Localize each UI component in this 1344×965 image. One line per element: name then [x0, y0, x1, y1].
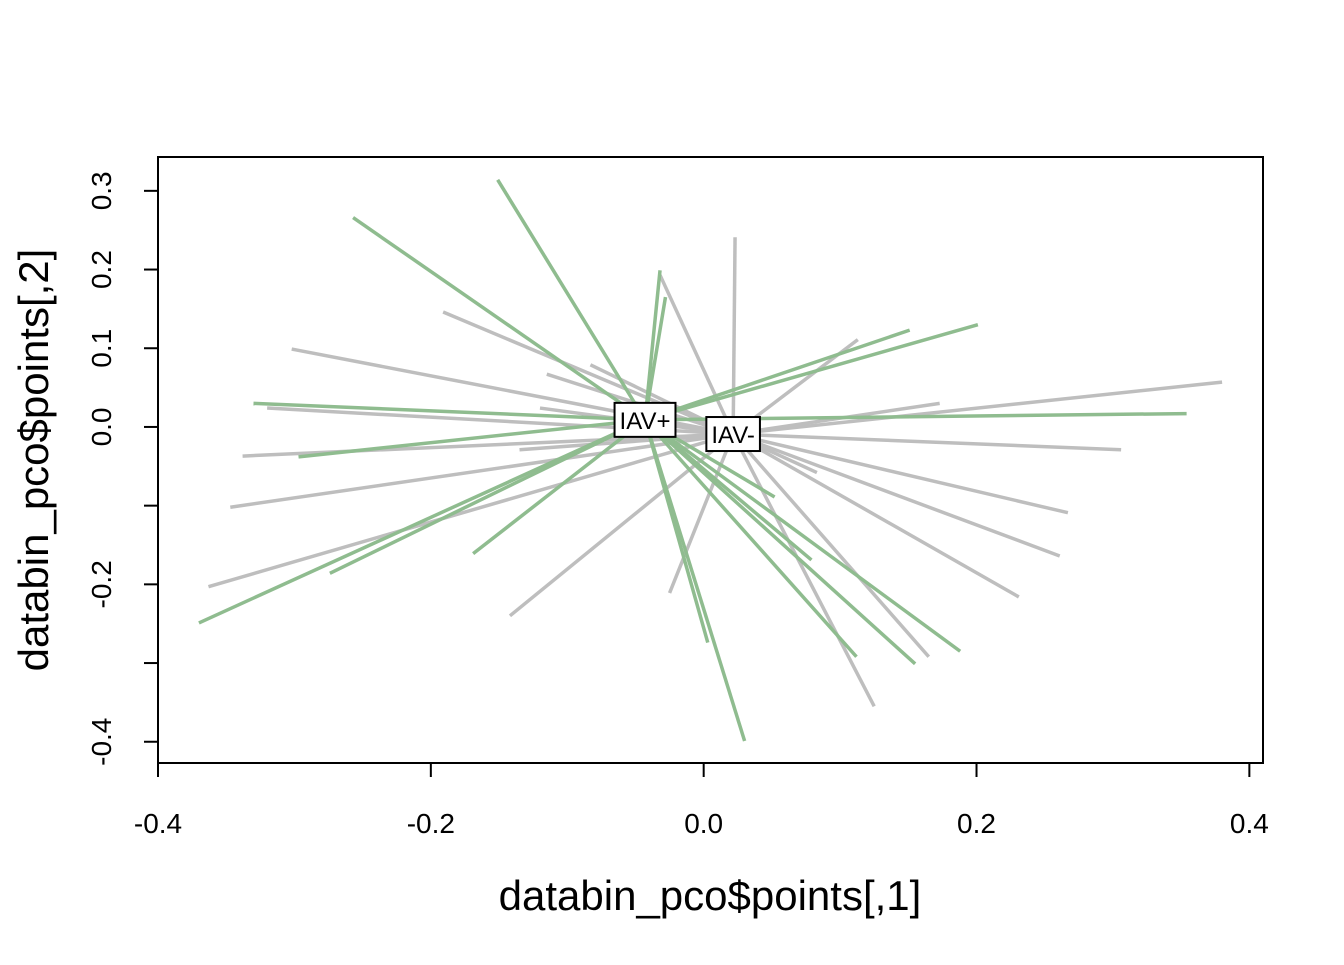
centroid-box [705, 416, 761, 453]
spider-segment [644, 328, 911, 422]
spider-segment [643, 296, 668, 421]
spider-segment [732, 432, 1020, 599]
spider-segment [442, 310, 734, 436]
y-tick-label: -0.2 [86, 560, 117, 608]
spider-segment [198, 418, 646, 625]
spider-segment [732, 380, 1223, 436]
plot-frame [157, 156, 1264, 764]
x-axis-title: databin_pco$points[,1] [499, 872, 922, 919]
spider-segment [732, 432, 1061, 558]
y-axis-title: databin_pco$points[,2] [10, 249, 57, 672]
spider-segment [253, 401, 646, 422]
spider-segment [643, 418, 917, 666]
x-tick-label: -0.2 [407, 808, 455, 839]
spider-segment [643, 418, 962, 653]
x-tick-label: 0.2 [957, 808, 996, 839]
spider-segment [732, 432, 1069, 515]
centroid-label: IAV+ [613, 401, 677, 438]
spider-segment [731, 432, 931, 658]
spider-segment [643, 418, 813, 562]
spider-segment [644, 322, 979, 422]
spider-segment [731, 433, 876, 708]
spider-segment [643, 418, 858, 658]
spider-segment [643, 419, 747, 742]
spider-segment [667, 433, 735, 594]
spider-segment [298, 418, 646, 459]
x-tick-label: 0.0 [684, 808, 723, 839]
spider-segment [658, 274, 735, 435]
spider-segment [230, 432, 734, 509]
centroid-name: IAV+ [620, 408, 671, 435]
spider-segment [731, 237, 737, 435]
spider-segment [496, 178, 647, 421]
centroid-name: IAV- [711, 422, 755, 449]
spider-segment [519, 432, 734, 452]
y-tick-label: -0.4 [86, 718, 117, 766]
spider-segment [352, 216, 647, 422]
centroid-box [613, 401, 677, 438]
y-tick-label: 0.1 [86, 329, 117, 368]
centroid-label: IAV- [705, 416, 761, 453]
y-tick-label: 0.0 [86, 407, 117, 446]
y-tick-label: 0.3 [86, 171, 117, 210]
x-tick-label: -0.4 [134, 808, 182, 839]
spider-segment [207, 432, 734, 589]
spider-segment [472, 418, 647, 556]
x-tick-label: 0.4 [1230, 808, 1269, 839]
y-tick-label: 0.2 [86, 250, 117, 289]
spider-segment [733, 432, 1122, 452]
